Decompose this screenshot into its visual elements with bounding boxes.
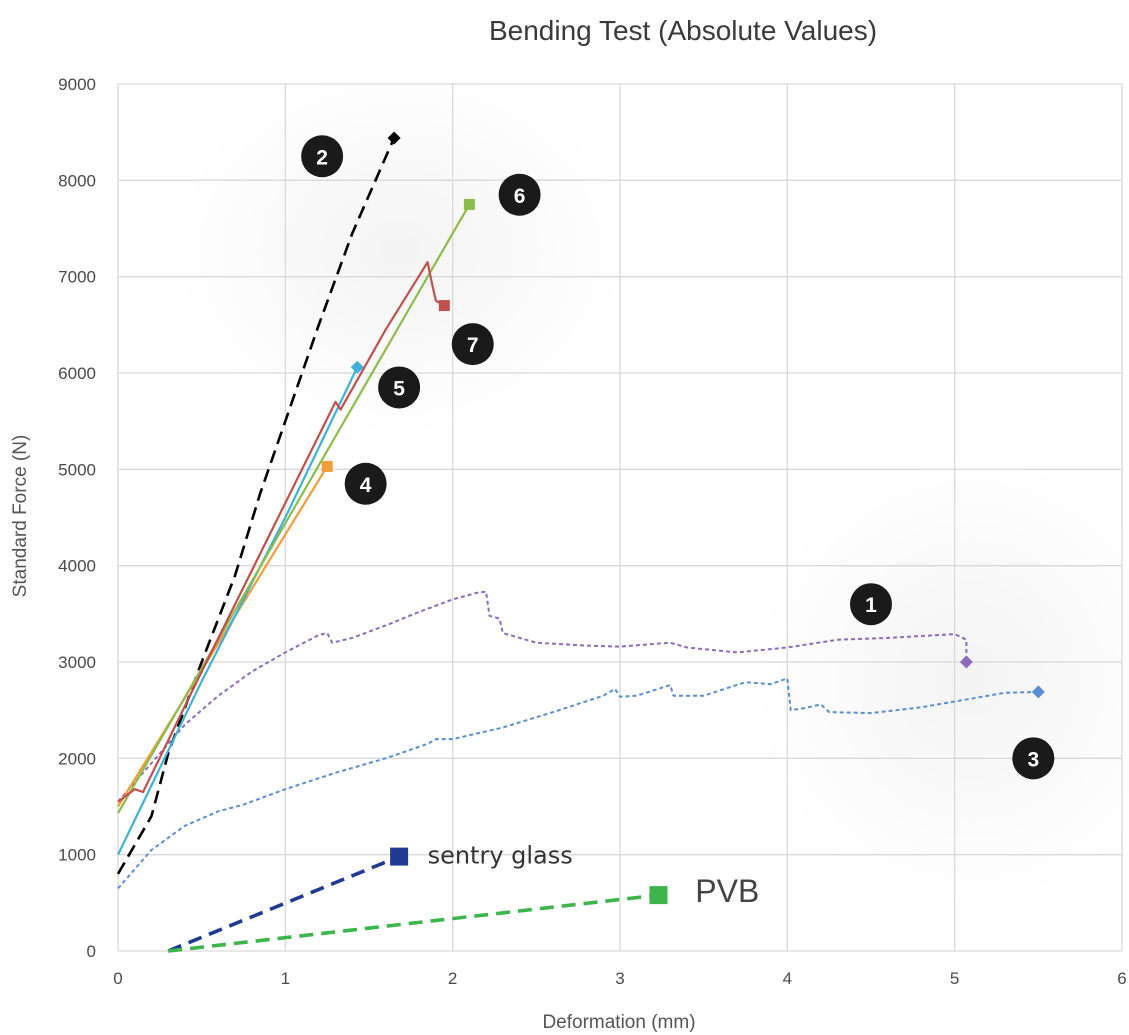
badge-label: 2	[316, 146, 328, 169]
badge-label: 3	[1027, 748, 1039, 771]
x-tick-label: 4	[783, 969, 792, 988]
badge-label: 7	[467, 334, 479, 357]
y-tick-label: 1000	[58, 846, 96, 865]
series-2	[116, 131, 401, 875]
x-tick-label: 0	[113, 969, 122, 988]
badge-label: 5	[393, 377, 405, 400]
x-tick-label: 6	[1117, 969, 1126, 988]
series-end-marker	[959, 655, 973, 669]
annotation-pvb: PVB	[695, 873, 759, 909]
series-end-marker	[438, 300, 450, 312]
series-badge-6: 6	[498, 173, 541, 216]
y-tick-label: 7000	[58, 268, 96, 287]
series-end-marker	[649, 886, 668, 905]
badge-circle	[498, 173, 541, 216]
series-badge-7: 7	[451, 323, 494, 366]
x-tick-label: 5	[950, 969, 959, 988]
badge-circle	[301, 135, 344, 178]
tick-labels: 0 1 2 3 4 5 6 0 1000 2000 3000 4000 5000 6000 7000 8000…	[58, 75, 1127, 988]
series-badge-1: 1	[850, 583, 892, 626]
series-end-marker	[1031, 685, 1045, 699]
series-badge-2: 2	[301, 135, 344, 178]
series-end-marker	[390, 847, 409, 866]
series-line	[117, 366, 359, 856]
y-tick-label: 2000	[58, 749, 96, 768]
series-end-marker	[350, 360, 364, 374]
y-tick-label: 8000	[58, 171, 96, 190]
series-line	[117, 203, 471, 814]
series-sentry-glass	[167, 847, 409, 953]
x-tick-label: 3	[615, 969, 624, 988]
series-line	[117, 677, 1039, 890]
badge-circle	[378, 366, 421, 409]
badge-label: 6	[514, 185, 526, 208]
series-7	[117, 261, 450, 803]
x-axis-title: Deformation (mm)	[542, 1012, 695, 1033]
series-1	[117, 590, 973, 803]
series	[116, 131, 1045, 953]
y-tick-label: 0	[87, 942, 96, 961]
series-3	[117, 677, 1045, 890]
series-badge-4: 4	[344, 462, 387, 505]
y-tick-label: 3000	[58, 653, 96, 672]
chart-title: Bending Test (Absolute Values)	[489, 15, 877, 46]
badge-circle	[451, 323, 494, 366]
series-end-marker	[321, 460, 333, 472]
series-line	[167, 893, 659, 953]
y-axis-title: Standard Force (N)	[10, 435, 31, 598]
series-line	[116, 137, 396, 875]
x-tick-label: 1	[281, 969, 290, 988]
annotations: sentry glass PVB	[428, 842, 760, 910]
background-shade	[750, 450, 1129, 910]
badge-circle	[344, 462, 387, 505]
series-badges: 2 6 7 5 4 1 3	[301, 135, 1055, 780]
series-pvb	[167, 886, 668, 953]
series-4	[117, 460, 333, 808]
series-line	[117, 590, 968, 803]
series-6	[117, 198, 475, 814]
y-tick-label: 4000	[58, 557, 96, 576]
annotation-sentry-glass: sentry glass	[428, 842, 573, 870]
series-badge-5: 5	[378, 366, 421, 409]
series-5	[117, 360, 364, 856]
y-tick-label: 9000	[58, 75, 96, 94]
badge-circle	[850, 583, 892, 626]
badge-label: 4	[360, 474, 372, 497]
y-tick-label: 6000	[58, 364, 96, 383]
series-line	[117, 261, 445, 803]
series-line	[117, 465, 329, 808]
series-end-marker	[463, 198, 475, 210]
series-end-marker	[387, 131, 401, 145]
badge-label: 1	[865, 594, 877, 617]
x-tick-label: 2	[448, 969, 457, 988]
series-badge-3: 3	[1012, 737, 1055, 780]
y-tick-label: 5000	[58, 460, 96, 479]
badge-circle	[1012, 737, 1055, 780]
series-line	[167, 854, 400, 953]
grid	[117, 60, 1129, 952]
